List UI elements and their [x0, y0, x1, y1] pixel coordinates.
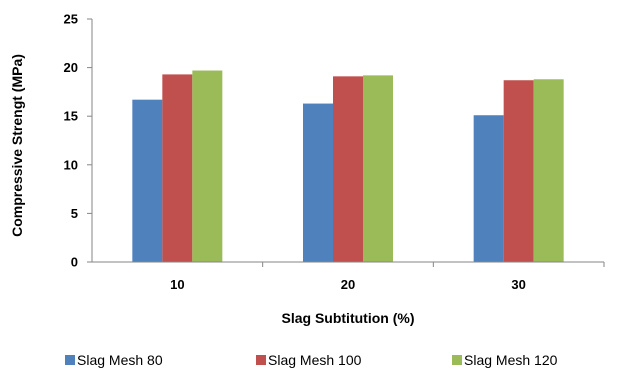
x-tick-label: 30	[511, 277, 525, 292]
bar	[473, 115, 504, 262]
x-axis-ticks: 10 20 30	[170, 262, 605, 292]
bar	[533, 79, 564, 262]
x-tick-label: 10	[170, 277, 184, 292]
x-axis-title: Slag Subtitution (%)	[282, 310, 415, 326]
y-axis-ticks: 0 5 10 15 20 25	[64, 12, 92, 270]
y-tick-label: 0	[71, 255, 78, 270]
legend-label: Slag Mesh 120	[464, 352, 558, 368]
bar	[132, 99, 163, 263]
bar	[503, 80, 534, 263]
bar	[363, 75, 393, 262]
y-tick-label: 20	[64, 60, 78, 75]
legend-swatch	[452, 355, 462, 365]
bar	[162, 74, 193, 263]
y-tick-label: 5	[71, 206, 78, 221]
bar	[303, 103, 333, 263]
legend-swatch	[256, 355, 266, 365]
y-tick-label: 10	[64, 157, 78, 172]
bar	[333, 76, 363, 263]
legend-swatch	[65, 355, 75, 365]
bar	[192, 70, 223, 263]
y-tick-label: 25	[64, 12, 78, 27]
y-tick-label: 15	[64, 109, 78, 124]
x-tick-label: 20	[341, 277, 355, 292]
y-axis-title: Compressive Strengt (MPa)	[9, 54, 25, 237]
bars	[132, 70, 564, 263]
legend: Slag Mesh 80 Slag Mesh 100 Slag Mesh 120	[65, 352, 558, 368]
legend-label: Slag Mesh 80	[77, 352, 163, 368]
legend-label: Slag Mesh 100	[268, 352, 362, 368]
